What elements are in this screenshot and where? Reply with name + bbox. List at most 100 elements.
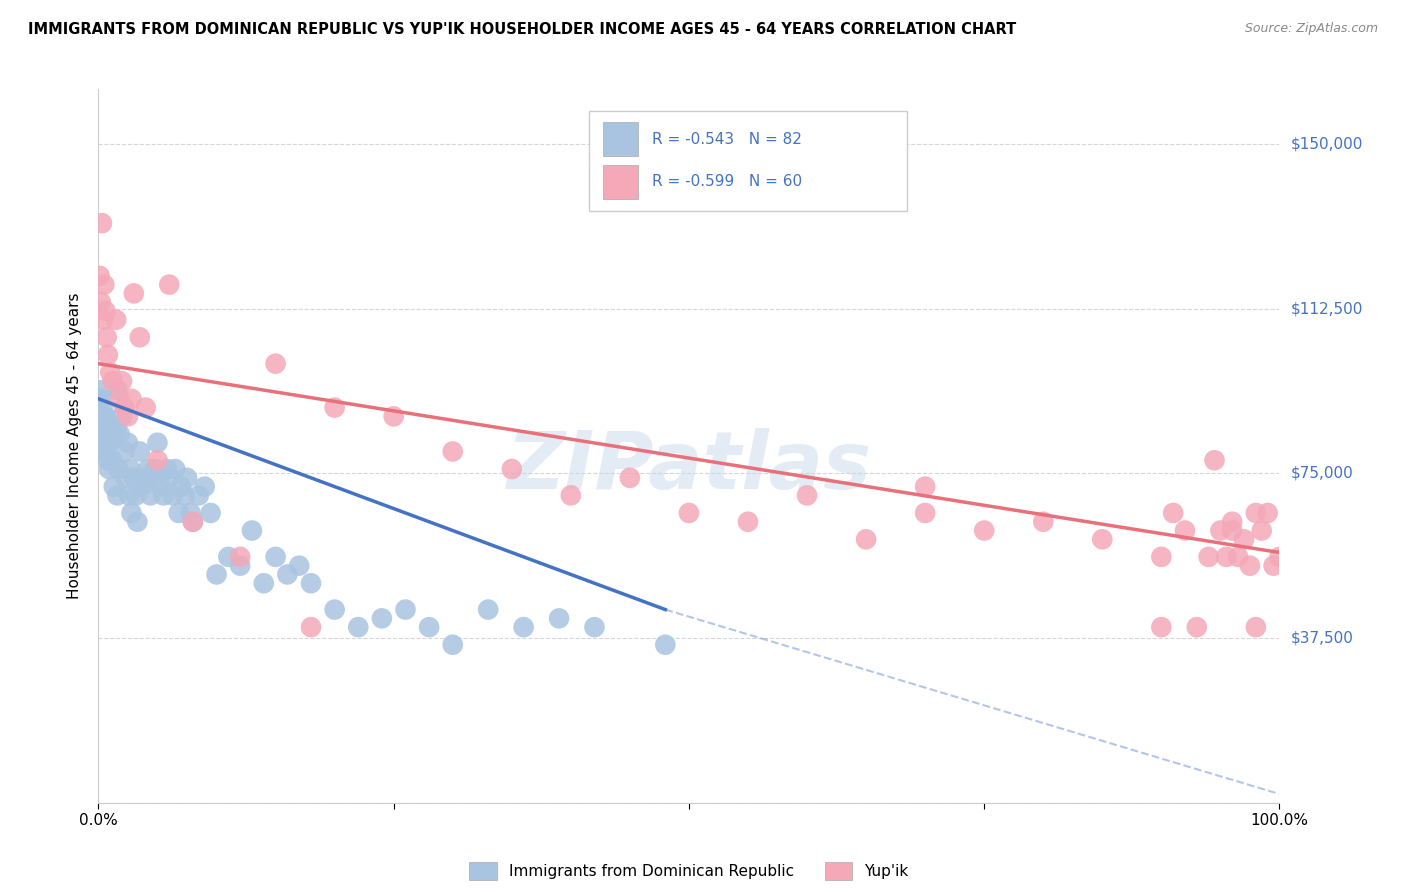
Point: [122, 286, 145, 301]
Point: [1244, 506, 1267, 520]
Point: [112, 401, 135, 415]
Point: [131, 480, 153, 494]
Point: [240, 524, 263, 538]
Point: [91, 312, 114, 326]
Point: [89, 268, 111, 283]
Point: [441, 444, 464, 458]
Point: [253, 576, 276, 591]
Point: [347, 620, 370, 634]
Point: [118, 488, 141, 502]
Point: [98, 453, 121, 467]
Point: [181, 515, 204, 529]
Point: [678, 506, 700, 520]
Point: [127, 515, 149, 529]
Point: [93, 409, 115, 424]
Point: [90, 409, 112, 424]
Point: [136, 462, 159, 476]
Point: [165, 462, 187, 476]
Point: [91, 401, 114, 415]
Point: [1233, 533, 1256, 547]
Point: [162, 488, 184, 502]
Point: [181, 515, 204, 529]
Point: [125, 488, 148, 502]
Point: [103, 431, 125, 445]
Point: [94, 435, 117, 450]
Point: [117, 435, 139, 450]
Point: [93, 444, 115, 458]
Point: [103, 480, 125, 494]
Point: [150, 480, 173, 494]
Point: [512, 620, 534, 634]
Point: [111, 409, 134, 424]
Point: [107, 462, 129, 476]
Point: [229, 558, 252, 573]
Point: [98, 426, 121, 441]
Point: [117, 409, 139, 424]
Point: [157, 277, 180, 292]
Point: [180, 506, 202, 520]
Point: [371, 611, 394, 625]
Point: [156, 462, 179, 476]
Point: [97, 453, 120, 467]
Point: [91, 216, 114, 230]
Point: [157, 471, 180, 485]
Point: [1174, 524, 1197, 538]
Point: [135, 471, 157, 485]
Point: [1227, 549, 1250, 564]
Point: [737, 515, 759, 529]
Text: $112,500: $112,500: [1291, 301, 1362, 317]
Point: [501, 462, 523, 476]
Point: [1198, 549, 1220, 564]
Point: [1220, 515, 1243, 529]
Point: [1209, 524, 1232, 538]
Point: [1185, 620, 1208, 634]
Point: [89, 392, 111, 406]
Point: [111, 374, 134, 388]
Point: [139, 488, 162, 502]
Text: ZIPatlas: ZIPatlas: [506, 428, 872, 507]
Point: [170, 480, 193, 494]
Point: [93, 277, 115, 292]
Point: [96, 444, 118, 458]
Point: [1244, 620, 1267, 634]
Point: [96, 418, 118, 433]
Point: [619, 471, 641, 485]
Point: [299, 576, 322, 591]
Text: $37,500: $37,500: [1291, 631, 1354, 646]
Point: [105, 423, 128, 437]
Point: [143, 462, 166, 476]
Point: [121, 506, 143, 520]
Point: [108, 426, 131, 441]
Point: [323, 401, 346, 415]
Point: [94, 409, 117, 424]
Point: [97, 426, 120, 441]
Point: [167, 506, 190, 520]
Point: [114, 471, 136, 485]
Point: [146, 435, 169, 450]
Point: [796, 488, 818, 502]
Text: R = -0.543   N = 82: R = -0.543 N = 82: [652, 132, 803, 146]
Point: [90, 392, 112, 406]
Point: [855, 533, 877, 547]
Point: [194, 480, 217, 494]
Point: [98, 462, 121, 476]
Point: [97, 348, 120, 362]
Point: [176, 471, 198, 485]
Point: [1250, 524, 1272, 538]
Point: [1091, 533, 1114, 547]
Point: [394, 602, 416, 616]
Point: [91, 423, 114, 437]
FancyBboxPatch shape: [589, 111, 907, 211]
Point: [91, 418, 114, 433]
Point: [299, 620, 322, 634]
Point: [418, 620, 440, 634]
Point: [152, 488, 174, 502]
Point: [142, 471, 165, 485]
Point: [91, 383, 114, 397]
FancyBboxPatch shape: [603, 122, 638, 156]
Point: [382, 409, 405, 424]
Point: [441, 638, 464, 652]
Point: [146, 453, 169, 467]
Point: [973, 524, 995, 538]
Point: [914, 506, 936, 520]
